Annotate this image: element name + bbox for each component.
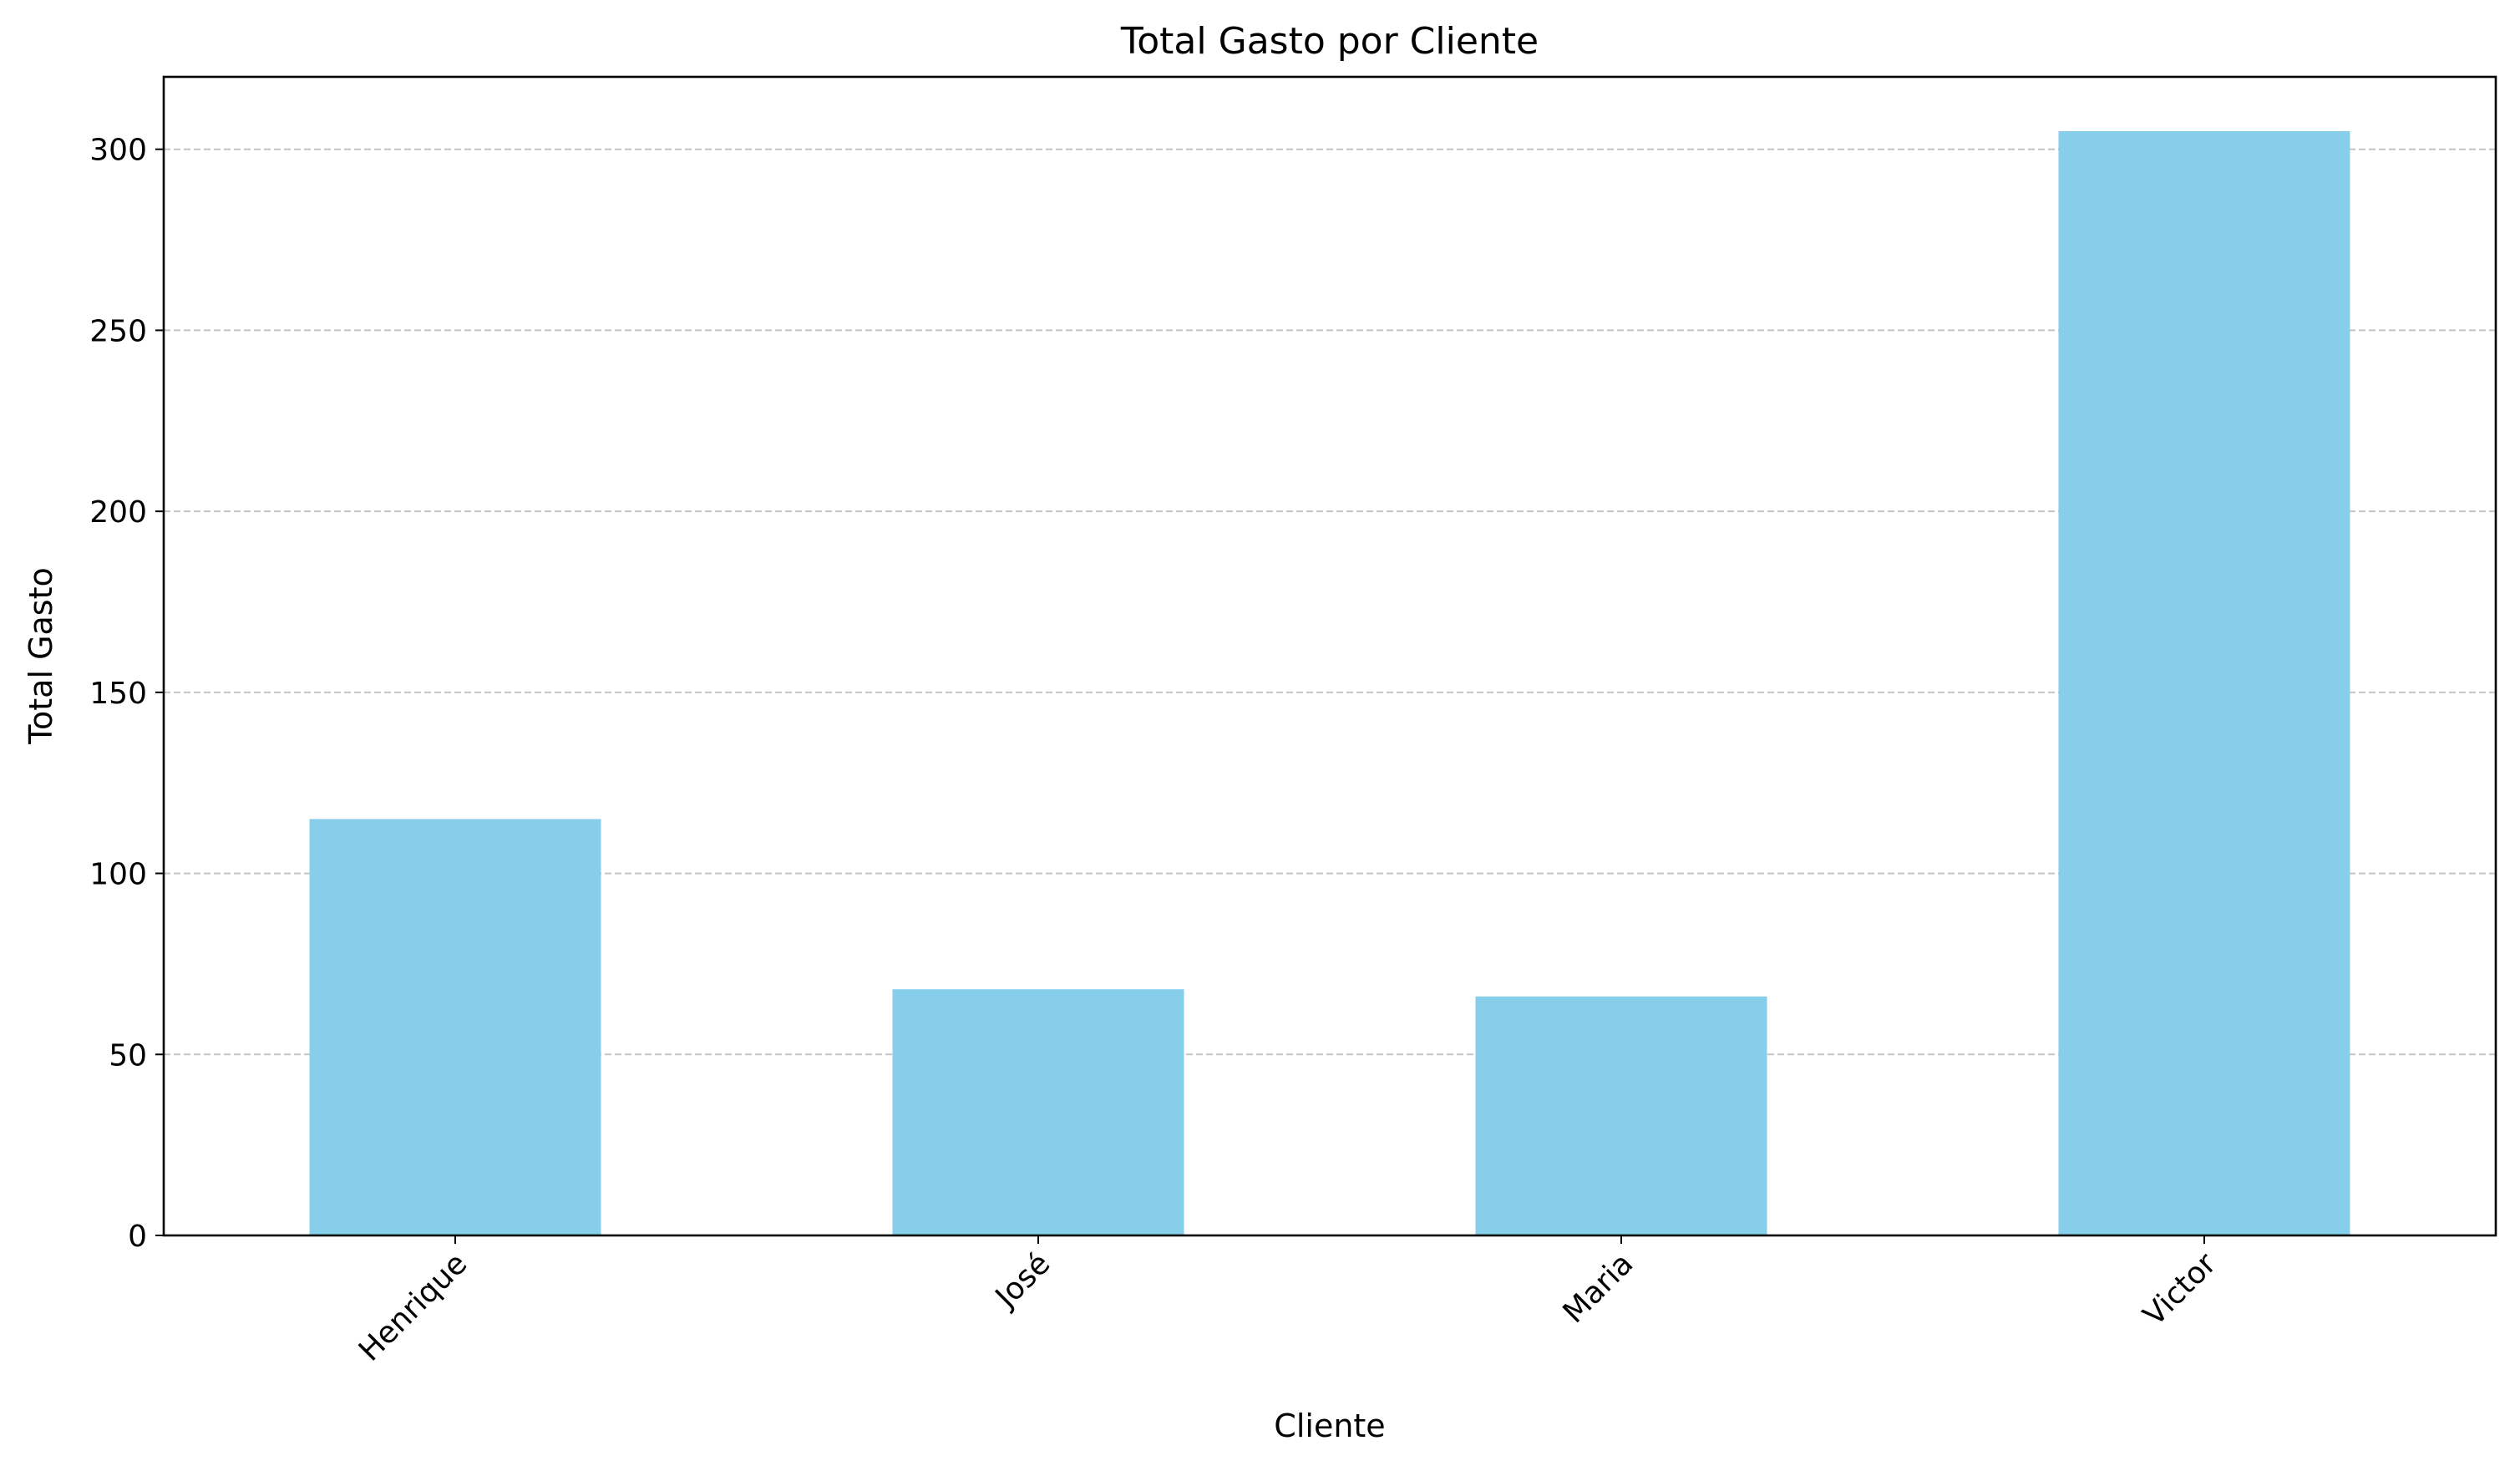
y-tick-label: 50	[109, 1038, 147, 1073]
x-tick-label: Henrique	[352, 1246, 474, 1367]
y-tick-label: 100	[89, 858, 147, 892]
y-tick-label: 150	[89, 677, 147, 711]
bar-maria	[1475, 996, 1767, 1235]
y-tick-label: 200	[89, 495, 147, 530]
bars	[309, 131, 2350, 1235]
x-tick-label: Maria	[1557, 1246, 1640, 1330]
bar-henrique	[309, 819, 601, 1235]
y-tick-label: 250	[89, 314, 147, 348]
bar-victor	[2058, 131, 2350, 1235]
gridlines	[164, 148, 2496, 1056]
bar-josé	[892, 989, 1184, 1235]
x-tick-label: José	[988, 1246, 1057, 1315]
y-tick-label: 300	[89, 134, 147, 168]
x-tick-label: Victor	[2137, 1246, 2223, 1332]
chart-title: Total Gasto por Cliente	[1120, 20, 1539, 63]
x-axis-label: Cliente	[1274, 1408, 1385, 1444]
x-axis: Henrique José Maria Victor	[352, 1235, 2223, 1368]
y-axis: 0 50 100 150 200 250 300	[89, 134, 164, 1254]
plot-frame	[162, 75, 2497, 1237]
y-axis-label: Total Gasto	[23, 567, 59, 745]
y-tick-label: 0	[128, 1220, 147, 1254]
